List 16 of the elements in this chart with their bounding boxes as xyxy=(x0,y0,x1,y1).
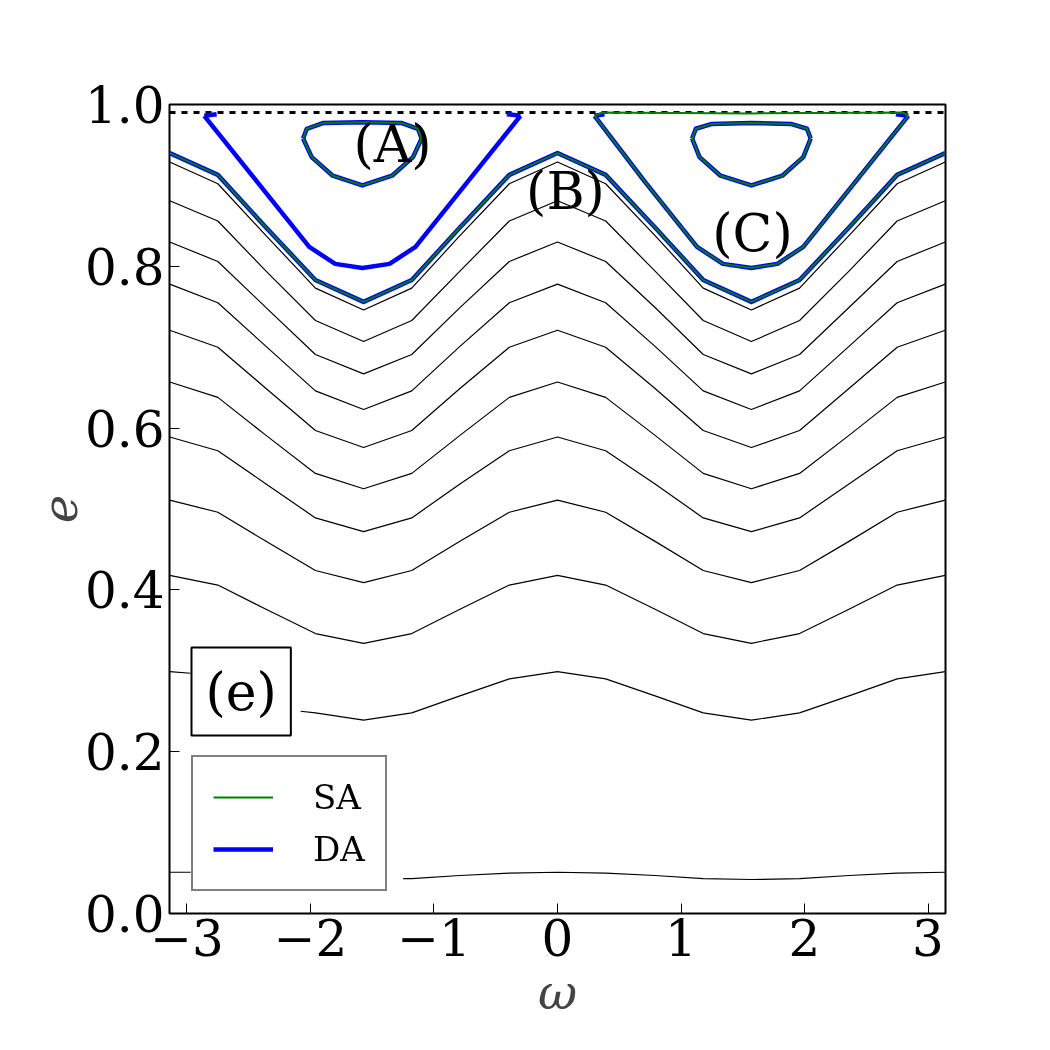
annotation: (C) xyxy=(712,202,793,263)
x-tick-label: −1 xyxy=(397,909,471,968)
legend-label: SA xyxy=(313,777,361,817)
x-tick-label: 2 xyxy=(788,909,821,968)
y-tick-label: 0.2 xyxy=(84,724,165,783)
annotation: (B) xyxy=(526,160,605,221)
annotation: (e) xyxy=(205,661,277,722)
y-tick-label: 0.8 xyxy=(84,238,165,297)
x-tick-label: −2 xyxy=(273,909,348,968)
y-tick-label: 1.0 xyxy=(84,77,165,135)
y-tick-label: 0.4 xyxy=(84,562,165,621)
x-tick-label: 1 xyxy=(665,909,697,968)
legend-label: DA xyxy=(313,829,365,869)
y-tick-label: 0.6 xyxy=(84,400,165,459)
x-tick-label: 3 xyxy=(912,909,944,968)
y-axis-title: e xyxy=(31,494,88,524)
